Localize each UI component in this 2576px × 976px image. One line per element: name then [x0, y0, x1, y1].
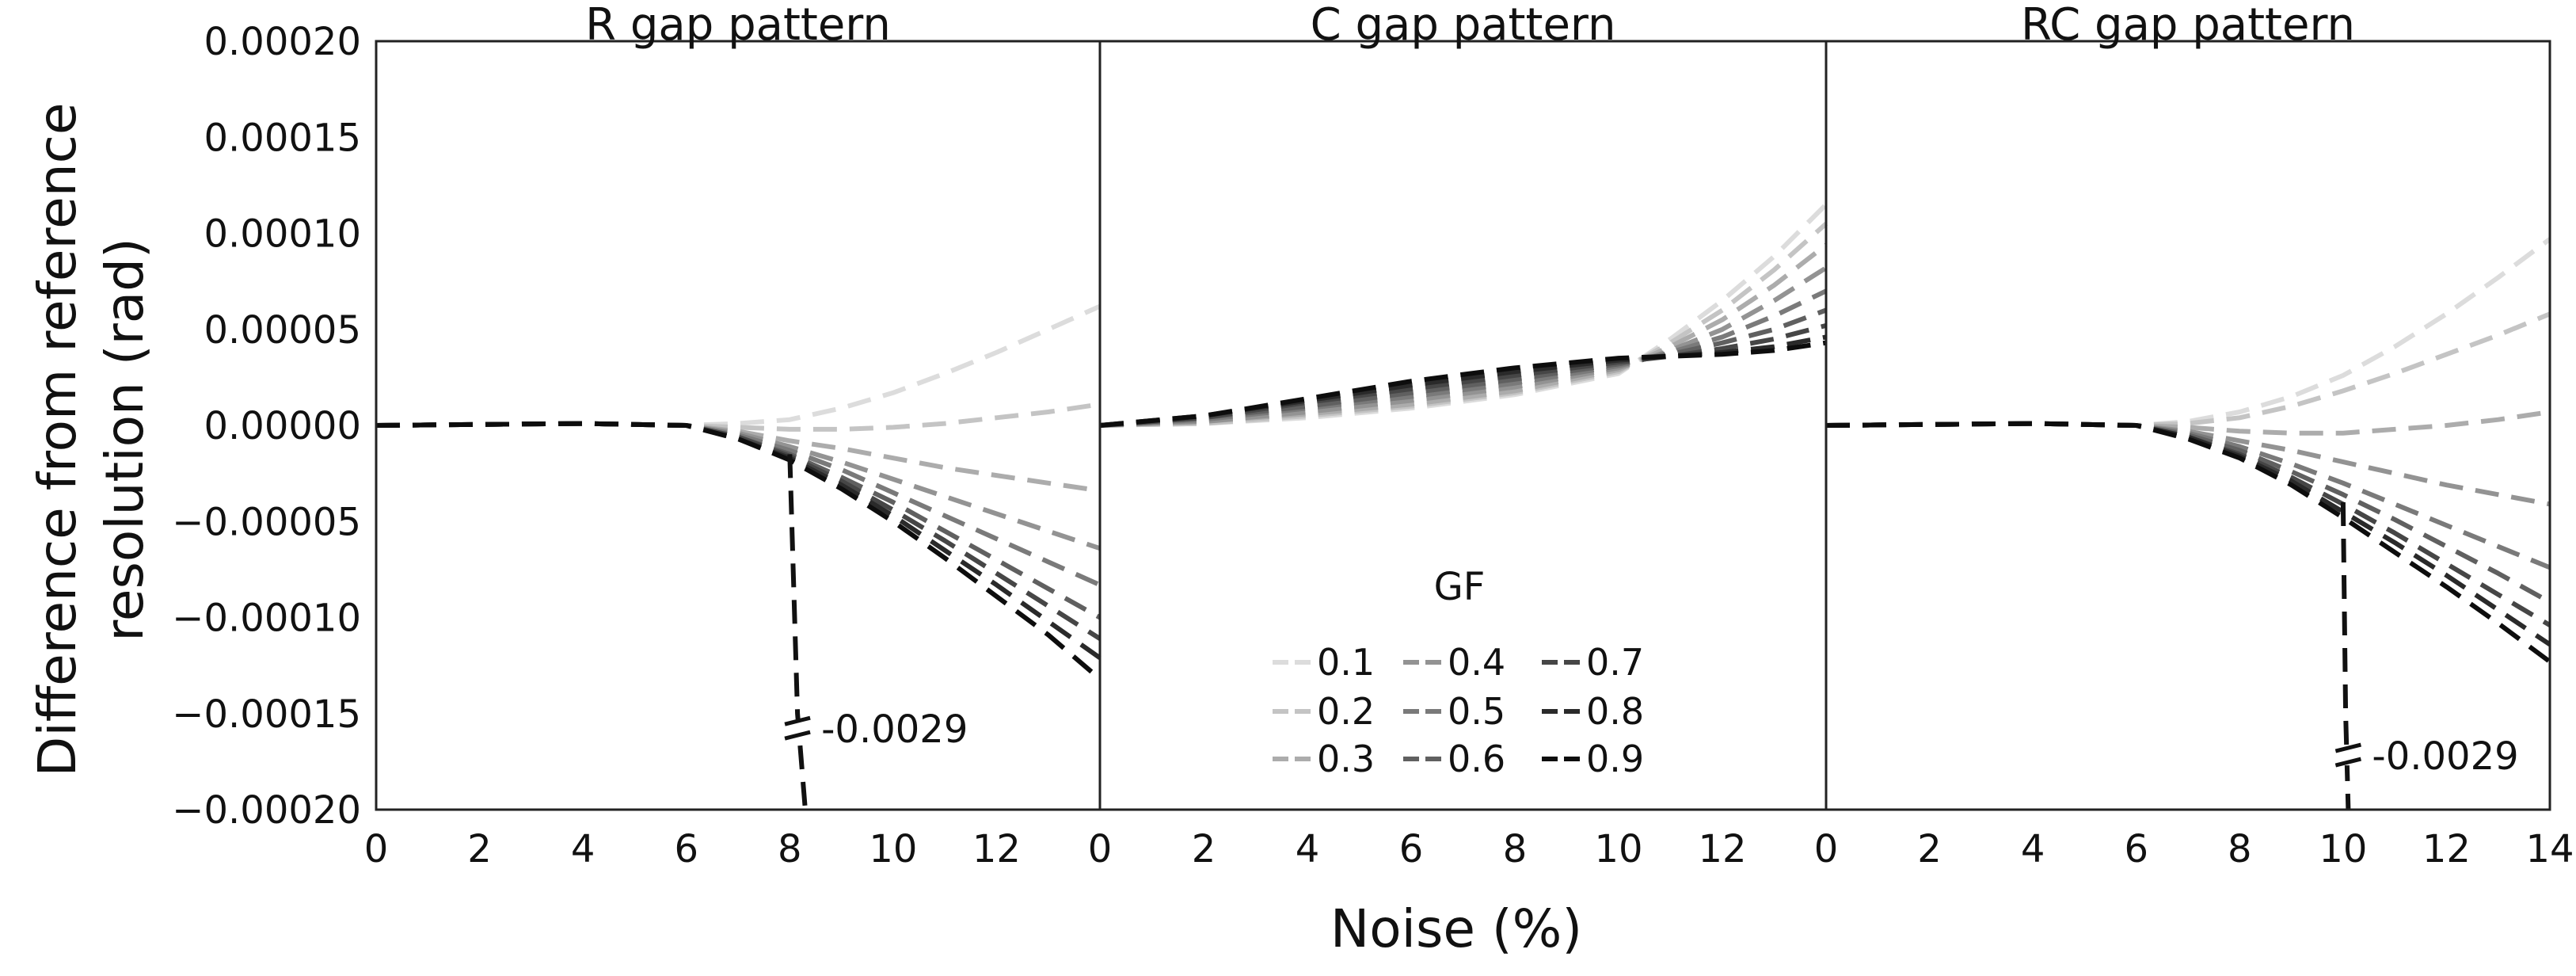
legend-label: 0.8: [1586, 690, 1644, 733]
series-line-gf-0.4: [375, 421, 1101, 551]
x-tick-label: 12: [1698, 827, 1746, 871]
x-tick-label: 0: [1088, 827, 1113, 871]
axis-break-mark: [2334, 742, 2361, 753]
x-tick-label: 10: [2319, 827, 2367, 871]
series-line-gf-0.5: [375, 421, 1102, 588]
x-tick-label: 6: [2124, 827, 2148, 871]
panel-frame: [1825, 40, 2551, 811]
x-tick-label: 4: [571, 827, 595, 871]
panel-title: RC gap pattern: [2021, 0, 2355, 51]
panel-title: C gap pattern: [1311, 0, 1616, 51]
series-line-gf-0.8: [375, 421, 1102, 660]
x-tick-label: 0: [1814, 827, 1839, 871]
outlier-drop-line: [787, 454, 808, 810]
series-line-gf-0.9: [375, 421, 1102, 681]
y-tick-label: −0.00010: [172, 597, 361, 641]
series-line-gf-0.9: [1099, 340, 1827, 428]
y-tick-label: 0.00010: [204, 212, 362, 257]
series-line-gf-0.6: [375, 421, 1102, 620]
x-tick-label: 6: [1399, 827, 1424, 871]
panel-frame: [375, 40, 1102, 811]
x-axis-title: Noise (%): [1330, 898, 1582, 959]
x-tick-label: 2: [467, 827, 492, 871]
panel-title: R gap pattern: [585, 0, 891, 51]
x-tick-label: 12: [2422, 827, 2471, 871]
series-line-gf-0.2: [375, 402, 1101, 432]
series-line-gf-0.6: [1825, 421, 2551, 604]
legend-label: 0.1: [1317, 641, 1375, 684]
x-tick-label: 12: [972, 827, 1021, 871]
series-line-gf-0.4: [1825, 421, 2551, 507]
x-tick-label: 4: [1296, 827, 1320, 871]
series-line-gf-0.1: [375, 303, 1102, 428]
x-tick-label: 10: [1594, 827, 1642, 871]
axis-break-mark: [2334, 757, 2361, 768]
series-line-gf-0.7: [375, 421, 1102, 641]
y-tick-label: −0.00005: [172, 500, 361, 544]
y-tick-label: 0.00005: [204, 308, 362, 353]
panels-layer: -0.0029 R gap pattern 0 2 4 6 8 10 12 C gap patte…: [172, 0, 2574, 871]
legend-label: 0.9: [1586, 738, 1644, 780]
legend-label: 0.2: [1317, 690, 1375, 733]
x-tick-label: 8: [1503, 827, 1528, 871]
x-tick-label: 2: [1192, 827, 1216, 871]
annotation-label: -0.0029: [821, 707, 968, 752]
legend: GF 0.1 0.2 0.3 0.4 0.5 0.6 0.7 0.8 0.9: [1273, 565, 1644, 780]
panel-3: -0.0029 RC gap pattern 0 2 4 6 8 10 12 14: [1814, 0, 2574, 871]
x-tick-label: 4: [2021, 827, 2045, 871]
series-line-gf-0.2: [1825, 311, 2551, 428]
x-tick-label: 2: [1917, 827, 1942, 871]
annotation-label: -0.0029: [2372, 734, 2518, 779]
legend-label: 0.5: [1448, 690, 1505, 733]
series-line-gf-0.9: [1825, 421, 2551, 664]
legend-title: GF: [1434, 565, 1486, 609]
series-line-gf-0.6: [1099, 307, 1828, 428]
series-line-gf-0.1: [1825, 237, 2551, 428]
legend-label: 0.4: [1448, 641, 1505, 684]
series-line-gf-0.3: [1825, 410, 2551, 436]
y-axis-title-line-1: Difference from reference: [27, 103, 88, 777]
outlier-drop-line: [2340, 501, 2351, 810]
x-tick-label: 8: [778, 827, 802, 871]
x-tick-label: 0: [364, 827, 389, 871]
axis-break-mark: [784, 715, 811, 726]
y-tick-label: 0.00020: [204, 20, 362, 64]
series-line-gf-0.4: [1099, 265, 1828, 428]
y-tick-label: 0.00015: [204, 116, 362, 160]
legend-label: 0.7: [1586, 641, 1644, 684]
panel-1: -0.0029 R gap pattern 0 2 4 6 8 10 12: [364, 0, 1102, 871]
axis-break-mark: [784, 730, 811, 741]
x-tick-label: 6: [674, 827, 698, 871]
x-tick-label: 10: [869, 827, 917, 871]
y-tick-label: −0.00015: [172, 692, 361, 737]
x-tick-label: 8: [2228, 827, 2252, 871]
y-tick-label: 0.00000: [204, 404, 362, 448]
series-line-gf-0.8: [1825, 421, 2551, 646]
series-line-gf-0.3: [375, 421, 1101, 494]
legend-label: 0.6: [1448, 738, 1505, 780]
legend-label: 0.3: [1317, 738, 1375, 780]
y-tick-label: −0.00020: [172, 788, 361, 833]
x-tick-label: 14: [2525, 827, 2574, 871]
y-axis-title-line-2: resolution (rad): [94, 238, 155, 642]
